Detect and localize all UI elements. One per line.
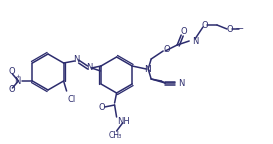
Text: O: O xyxy=(98,103,105,111)
Text: N: N xyxy=(192,36,198,46)
Text: N: N xyxy=(144,65,150,73)
Text: —: — xyxy=(235,24,243,34)
Text: O: O xyxy=(8,86,15,94)
Text: O: O xyxy=(227,24,233,34)
Text: CH: CH xyxy=(109,130,120,140)
Text: N: N xyxy=(73,55,80,65)
Text: N: N xyxy=(14,76,20,86)
Text: O: O xyxy=(181,26,188,36)
Text: +: + xyxy=(15,74,20,79)
Text: 3: 3 xyxy=(118,134,121,140)
Text: O: O xyxy=(164,46,171,54)
Text: Cl: Cl xyxy=(68,95,76,104)
Text: O: O xyxy=(202,20,208,30)
Text: N: N xyxy=(86,64,93,72)
Text: -: - xyxy=(10,84,13,89)
Text: NH: NH xyxy=(118,116,130,126)
Text: N: N xyxy=(178,78,185,88)
Text: O: O xyxy=(8,68,15,76)
